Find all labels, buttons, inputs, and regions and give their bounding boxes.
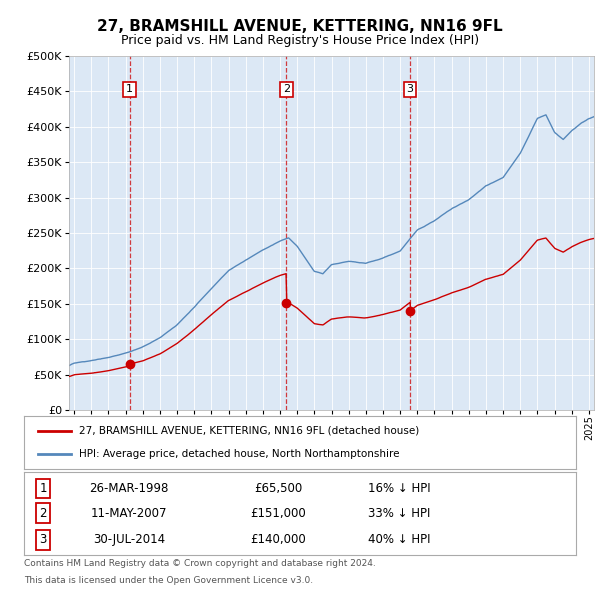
Text: 2: 2 — [40, 507, 47, 520]
Text: £151,000: £151,000 — [250, 507, 306, 520]
Text: 30-JUL-2014: 30-JUL-2014 — [93, 533, 165, 546]
Text: £65,500: £65,500 — [254, 482, 302, 495]
Text: 2: 2 — [283, 84, 290, 94]
Text: 27, BRAMSHILL AVENUE, KETTERING, NN16 9FL: 27, BRAMSHILL AVENUE, KETTERING, NN16 9F… — [97, 19, 503, 34]
Text: 33% ↓ HPI: 33% ↓ HPI — [368, 507, 431, 520]
Text: HPI: Average price, detached house, North Northamptonshire: HPI: Average price, detached house, Nort… — [79, 449, 400, 459]
Text: Price paid vs. HM Land Registry's House Price Index (HPI): Price paid vs. HM Land Registry's House … — [121, 34, 479, 47]
Text: 1: 1 — [40, 482, 47, 495]
Text: 16% ↓ HPI: 16% ↓ HPI — [368, 482, 431, 495]
Text: 27, BRAMSHILL AVENUE, KETTERING, NN16 9FL (detached house): 27, BRAMSHILL AVENUE, KETTERING, NN16 9F… — [79, 426, 419, 436]
Text: 3: 3 — [40, 533, 47, 546]
Text: 40% ↓ HPI: 40% ↓ HPI — [368, 533, 431, 546]
Text: Contains HM Land Registry data © Crown copyright and database right 2024.: Contains HM Land Registry data © Crown c… — [24, 559, 376, 569]
Text: This data is licensed under the Open Government Licence v3.0.: This data is licensed under the Open Gov… — [24, 576, 313, 585]
Text: 1: 1 — [126, 84, 133, 94]
Text: 26-MAR-1998: 26-MAR-1998 — [89, 482, 169, 495]
Text: 3: 3 — [407, 84, 413, 94]
Text: 11-MAY-2007: 11-MAY-2007 — [91, 507, 167, 520]
Text: £140,000: £140,000 — [250, 533, 306, 546]
